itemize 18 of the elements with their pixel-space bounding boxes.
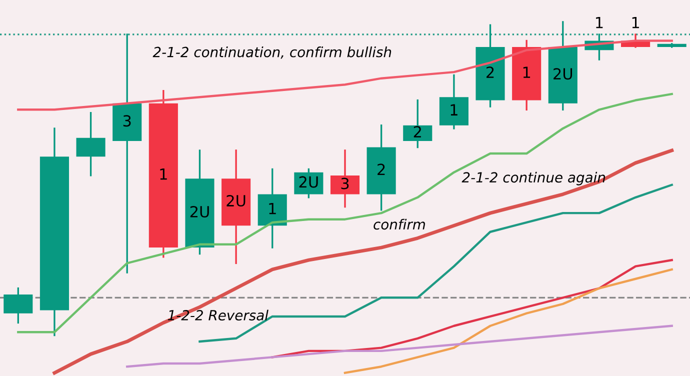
text: 1 [450,104,458,116]
annotation: confirm [374,218,425,230]
text: 2U [190,206,209,218]
text: 2 [378,164,385,175]
text: 2 [486,66,494,78]
text: 2U [226,194,246,207]
text: 2 [414,126,421,138]
annotation: 2-1-2 continuation, confirm bullish [152,46,392,59]
text: 1 [596,17,603,28]
text: 3 [123,115,131,127]
text: 2U [299,176,318,188]
text: 1 [160,168,167,180]
text: 1 [632,17,639,28]
annotation: 2-1-2 continue again [462,172,606,186]
text: 1 [269,203,276,214]
text: 1 [523,66,530,78]
text: 3 [341,178,349,190]
text: 2U [554,68,572,80]
